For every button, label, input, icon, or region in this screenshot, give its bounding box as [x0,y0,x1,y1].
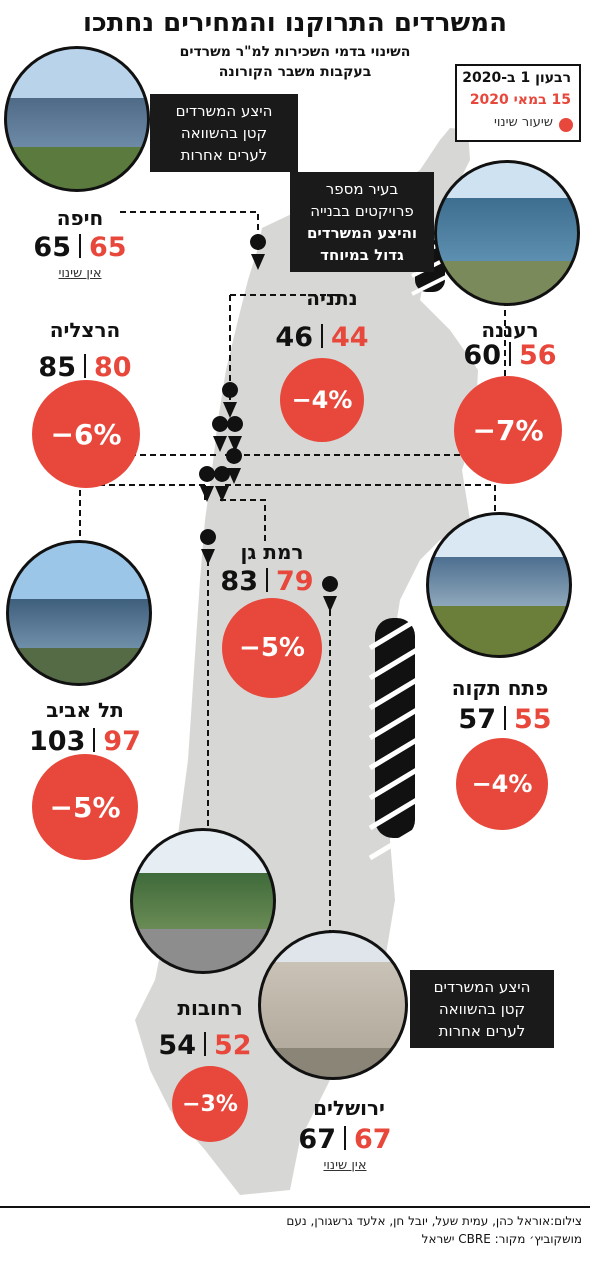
source-credit: מושקוביץ׳ מקור: CBRE ישראל [421,1232,582,1246]
raanana-callout-line-2: פרויקטים בבנייה [310,202,414,220]
raanana-callout-line-1: בעיר מספר [325,180,399,198]
petah-tikva-building-photo [426,512,572,658]
jerusalem-before: 67 [298,1124,336,1155]
jerusalem-no-change: אין שינוי [323,1158,367,1173]
tel-aviv-prices: 103 97 [20,726,150,757]
ramat-gan-before: 83 [220,566,258,597]
raanana-building-photo [434,160,580,306]
tel-aviv-after: 97 [103,726,141,757]
tel-aviv-skyline-photo [6,540,152,686]
rehovot-after: 52 [214,1030,252,1061]
herzliya-name: הרצליה [49,318,121,342]
haifa-after: 65 [89,232,127,263]
raanana-name: רעננה [481,318,539,342]
subtitle-line-1: השינוי בדמי השכירות למ"ר משרדים [179,44,411,60]
haifa-before: 65 [33,232,71,263]
petah-tikva-name: פתח תקוה [451,676,549,700]
footer-divider [0,1206,590,1208]
pin-ramat-gan-icon [214,466,231,502]
herzliya-before: 85 [38,352,76,383]
legend-period-2: 15 במאי 2020 [469,92,571,108]
raanana-callout-line-3: והיצע המשרדים [306,224,418,242]
jerusalem-after: 67 [354,1124,392,1155]
jerusalem-name: ירושלים [313,1096,385,1120]
rehovot-campus-photo [130,828,276,974]
legend-period-1: רבעון 1 ב-2020 [462,70,571,86]
tel-aviv-name: תל אביב [46,698,124,722]
netanya-before: 46 [275,322,313,353]
rehovot-before: 54 [158,1030,196,1061]
haifa-callout: היצע המשרדים קטן בהשוואה לערים אחרות [150,94,298,172]
tel-aviv-before: 103 [29,726,86,757]
raanana-change-badge: −7% [454,376,562,484]
page-title: המשרדים התרוקנו והמחירים נחתכו [83,8,507,38]
pin-haifa-icon [250,234,267,270]
herzliya-after: 80 [94,352,132,383]
jerusalem-callout-line-3: לערים אחרות [438,1022,526,1040]
ramat-gan-prices: 83 79 [212,566,322,597]
haifa-callout-line-3: לערים אחרות [180,146,268,164]
raanana-after: 56 [519,340,557,371]
jerusalem-prices: 67 67 [290,1124,400,1155]
haifa-callout-line-2: קטן בהשוואה [180,124,268,142]
pin-netanya-icon [222,382,239,418]
ramat-gan-change-badge: −5% [222,598,322,698]
rehovot-prices: 54 52 [150,1030,260,1061]
location-pins [199,234,339,612]
haifa-prices: 65 65 [30,232,130,263]
haifa-no-change: אין שינוי [58,266,102,281]
netanya-after: 44 [331,322,369,353]
jerusalem-building-photo [258,930,408,1080]
raanana-callout-line-4: גדול במיוחד [320,246,404,264]
pin-raanana-icon [227,416,244,452]
pin-rehovot-icon [200,529,217,565]
pin-tel-aviv-icon [199,466,216,502]
jerusalem-callout-line-1: היצע המשרדים [433,978,531,996]
netanya-change-badge: −4% [280,358,364,442]
ramat-gan-after: 79 [276,566,314,597]
photo-credits: צילום:אוראל כהן, עמית שעל, יובל חן, אלעד… [286,1214,582,1228]
subtitle-line-2: בעקבות משבר הקורונה [218,64,372,80]
herzliya-change-badge: −6% [32,380,140,488]
haifa-callout-line-1: היצע המשרדים [175,102,273,120]
pin-jerusalem-icon [322,575,339,612]
petah-tikva-prices: 57 55 [450,704,560,735]
jerusalem-callout: היצע המשרדים קטן בהשוואה לערים אחרות [410,970,554,1048]
raanana-prices: 60 56 [460,340,560,371]
netanya-prices: 46 44 [272,322,372,353]
jerusalem-callout-line-2: קטן בהשוואה [438,1000,526,1018]
legend: רבעון 1 ב-2020 15 במאי 2020 שיעור שינוי [455,64,581,142]
raanana-before: 60 [463,340,501,371]
haifa-building-photo [4,46,150,192]
haifa-name: חיפה [56,206,104,230]
ramat-gan-name: רמת גן [240,540,304,564]
herzliya-prices: 85 80 [30,352,140,383]
tel-aviv-change-badge: −5% [32,754,138,860]
rehovot-name: רחובות [177,996,243,1020]
netanya-name: נתניה [306,286,358,310]
pin-petah-tikva-icon [226,448,243,484]
petah-tikva-change-badge: −4% [456,738,548,830]
petah-tikva-after: 55 [514,704,552,735]
dead-sea-hatch [368,615,422,861]
raanana-callout: בעיר מספר פרויקטים בבנייה והיצע המשרדים … [290,172,434,272]
rehovot-change-badge: −3% [172,1066,248,1142]
legend-change-label: שיעור שינוי [493,115,553,130]
legend-red-dot-icon [559,118,573,132]
pin-herzliya-icon [212,416,229,452]
petah-tikva-before: 57 [458,704,496,735]
